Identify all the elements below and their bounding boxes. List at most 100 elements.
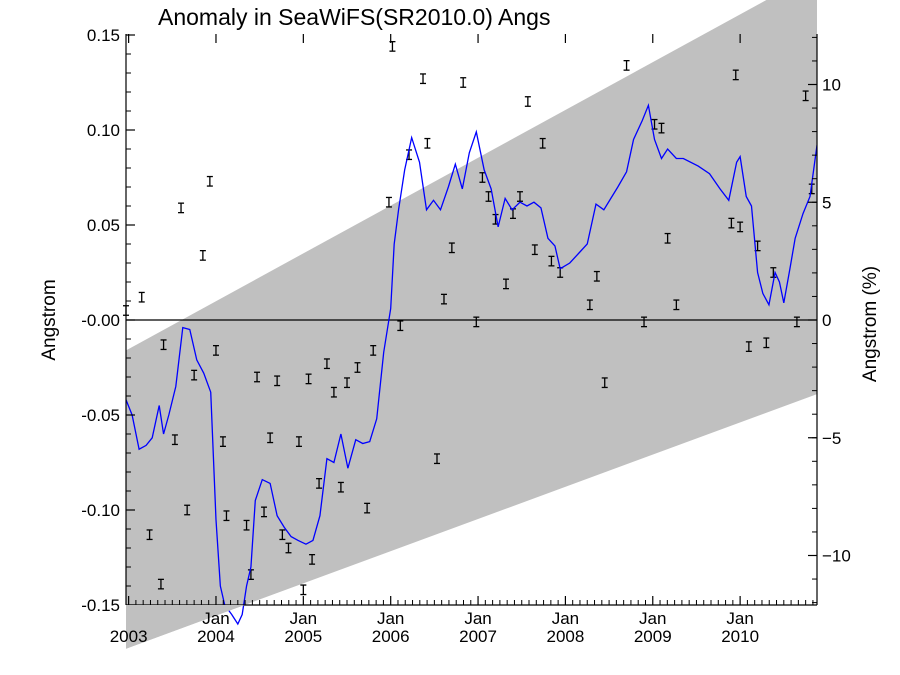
data-point [601, 377, 608, 389]
data-point [160, 339, 167, 351]
y-axis-ticks: 0.15 0.10 0.05 -0.00 -0.05 -0.10 -0.15 [81, 26, 135, 615]
chart-title: Anomaly in SeaWiFS(SR2010.0) Angs [158, 4, 550, 30]
data-point [460, 77, 467, 88]
data-point [330, 386, 337, 398]
data-point [274, 375, 281, 387]
data-point [337, 481, 344, 493]
data-point [641, 316, 648, 328]
data-point [138, 291, 145, 303]
y2-tick-label: 10 [822, 76, 841, 95]
data-point [219, 436, 226, 448]
data-point [732, 69, 739, 81]
data-point [664, 232, 671, 244]
y2-axis-ticks: 10 5 0 −5 −10 [808, 36, 851, 604]
data-point [424, 137, 431, 149]
data-point [479, 172, 486, 183]
data-point [485, 191, 492, 202]
data-point [737, 221, 744, 233]
x-tick-month: Jan [552, 609, 579, 628]
data-point [531, 244, 538, 256]
data-point [300, 584, 307, 596]
x-tick-year: 2005 [284, 627, 322, 646]
data-point [623, 60, 630, 71]
y-axis-label: Angstrom [39, 279, 60, 360]
data-point [448, 242, 455, 254]
y2-tick-label: −10 [822, 547, 851, 566]
x-tick-month: Jan [377, 609, 404, 628]
data-point [728, 217, 735, 229]
data-point [191, 369, 198, 381]
series-line [126, 102, 817, 626]
data-point [586, 299, 593, 311]
x-tick-month: Jan [202, 609, 229, 628]
data-point [440, 293, 447, 305]
data-point [548, 255, 555, 267]
x-tick-month: Jan [464, 609, 491, 628]
data-point [206, 175, 213, 187]
x-tick-year: 2004 [197, 627, 235, 646]
data-point [516, 191, 523, 202]
y-tick-label: 0.10 [87, 121, 120, 140]
y-tick-label: 0.05 [87, 216, 120, 235]
data-point [593, 270, 600, 282]
x-tick-year: 2003 [110, 627, 148, 646]
data-point [503, 278, 510, 290]
data-point [243, 519, 250, 531]
y-tick-label: 0.15 [87, 26, 120, 45]
x-tick-month: Jan [639, 609, 666, 628]
data-point [420, 73, 427, 85]
data-point [364, 502, 371, 514]
data-point [385, 196, 392, 208]
data-point [763, 337, 770, 349]
y2-tick-label: 5 [822, 193, 831, 212]
data-point [316, 477, 323, 489]
data-point [524, 96, 531, 107]
data-point [802, 90, 809, 102]
data-point [344, 377, 351, 389]
data-point [199, 249, 206, 261]
data-point [305, 373, 312, 385]
data-point [184, 504, 191, 516]
data-point [370, 344, 377, 356]
data-point [539, 137, 546, 149]
data-point [157, 578, 164, 590]
data-point [261, 506, 268, 518]
data-point [793, 316, 800, 328]
y-tick-label: -0.15 [81, 596, 120, 615]
data-point [433, 453, 440, 465]
data-point [285, 542, 292, 554]
grey-band-overflow [126, 605, 245, 649]
x-tick-year: 2009 [634, 627, 672, 646]
data-point [279, 529, 286, 541]
data-point [473, 316, 480, 328]
data-point [658, 122, 665, 134]
y2-axis-label: Angstrom (%) [860, 266, 881, 382]
data-point [254, 371, 261, 383]
data-point [745, 341, 752, 353]
data-point [212, 344, 219, 356]
data-point [397, 320, 404, 332]
data-point [295, 436, 302, 448]
data-point [323, 358, 330, 370]
data-point [354, 362, 361, 373]
data-points [123, 41, 815, 596]
y2-tick-label: −5 [822, 429, 841, 448]
data-point [178, 202, 185, 214]
y2-tick-label: 0 [822, 311, 831, 330]
x-tick-year: 2010 [721, 627, 759, 646]
x-axis-ticks: 2003Jan2004Jan2005Jan2006Jan2007Jan2008J… [110, 34, 814, 646]
y-tick-label: -0.00 [81, 311, 120, 330]
x-tick-year: 2006 [372, 627, 410, 646]
x-tick-month: Jan [290, 609, 317, 628]
data-point [223, 510, 230, 522]
data-point [770, 267, 777, 278]
x-tick-year: 2007 [459, 627, 497, 646]
data-point [146, 529, 153, 541]
x-tick-month: Jan [726, 609, 753, 628]
y-tick-label: -0.10 [81, 501, 120, 520]
y-tick-label: -0.05 [81, 406, 120, 425]
data-point [309, 554, 316, 565]
data-point [389, 41, 396, 52]
data-point [673, 299, 680, 311]
